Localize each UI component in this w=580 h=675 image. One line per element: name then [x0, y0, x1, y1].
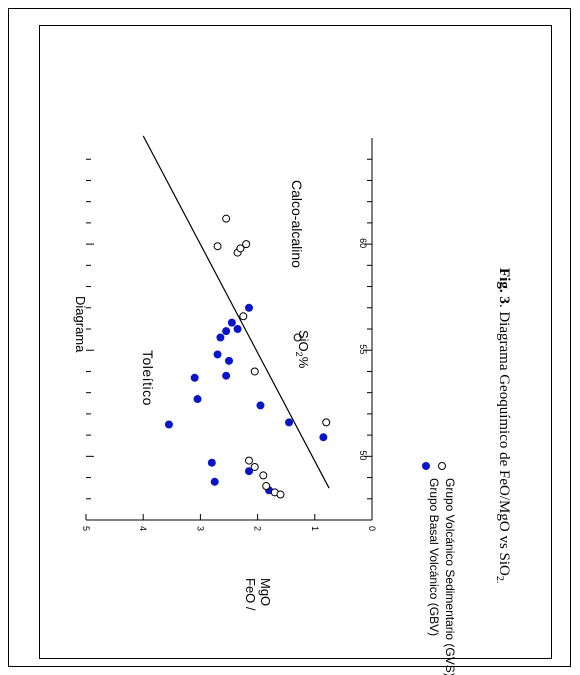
plot-marks: [164, 214, 446, 499]
gbv-point: [222, 327, 231, 336]
figure-caption: Fig. 3. Diagrama Geoquímico de FeO/MgO v…: [494, 268, 512, 583]
x-tick-label: 60: [358, 238, 368, 248]
gvs-point: [236, 244, 245, 253]
legend-gbv-label: Grupo Basal Volcánico (GBV): [427, 478, 441, 636]
y-axis-label-line1: FeO /: [243, 578, 258, 611]
gvs-point: [276, 490, 285, 499]
gbv-point: [207, 458, 216, 467]
chart-title: Diagrama: [73, 296, 88, 353]
gvs-point: [213, 242, 222, 251]
region-label-calco-alcalino: Calco-alcalino: [289, 180, 305, 268]
y-tick-label: 0: [367, 526, 377, 531]
divider-line: [142, 135, 330, 489]
gvs-point: [239, 312, 248, 321]
gvs-point: [262, 482, 271, 491]
y-tick-label: 4: [138, 526, 148, 531]
figure-frame: [39, 25, 552, 659]
gbv-point: [164, 420, 173, 429]
x-tick-label: 55: [358, 344, 368, 354]
legend-gvs-marker: [438, 462, 446, 470]
gvs-point: [222, 214, 231, 223]
gvs-point: [250, 462, 259, 471]
gvs-point: [250, 367, 259, 376]
gbv-point: [285, 418, 294, 427]
y-axis-label-line2: MgO: [258, 578, 273, 606]
gvs-point: [293, 333, 302, 342]
gbv-point: [245, 467, 254, 476]
legend-gbv-marker: [422, 462, 430, 470]
gvs-point: [259, 471, 268, 480]
gbv-point: [319, 433, 328, 442]
y-tick-label: 3: [195, 526, 205, 531]
plot-text: 50 55 60 0 1 2 3 4 5 Diagrama Toleítico Calco-alcal…: [73, 180, 512, 675]
gvs-point: [242, 240, 251, 249]
gvs-point: [322, 418, 331, 427]
legend-gvs-label: Grupo Volcánico Sedimentario (GVS): [443, 478, 457, 675]
gbv-point: [190, 373, 199, 382]
gbv-point: [227, 318, 236, 327]
gvs-point: [245, 456, 254, 465]
gbv-point: [225, 356, 233, 365]
region-label-toleitico: Toleítico: [140, 350, 156, 406]
x-axis-label: SiO2%: [294, 330, 311, 369]
gbv-point: [210, 477, 219, 486]
gbv-point: [193, 395, 202, 404]
x-tick-label: 50: [358, 450, 368, 460]
gbv-point: [213, 350, 222, 359]
gbv-point: [245, 303, 254, 312]
gbv-point: [233, 325, 242, 333]
y-tick-label: 5: [81, 526, 91, 531]
gbv-point: [216, 333, 225, 342]
y-tick-label: 1: [310, 526, 320, 531]
gbv-point: [222, 371, 231, 380]
y-tick-label: 2: [253, 526, 263, 531]
plot-axes: [85, 135, 373, 521]
gbv-point: [256, 401, 265, 410]
outer-frame: [8, 8, 571, 667]
